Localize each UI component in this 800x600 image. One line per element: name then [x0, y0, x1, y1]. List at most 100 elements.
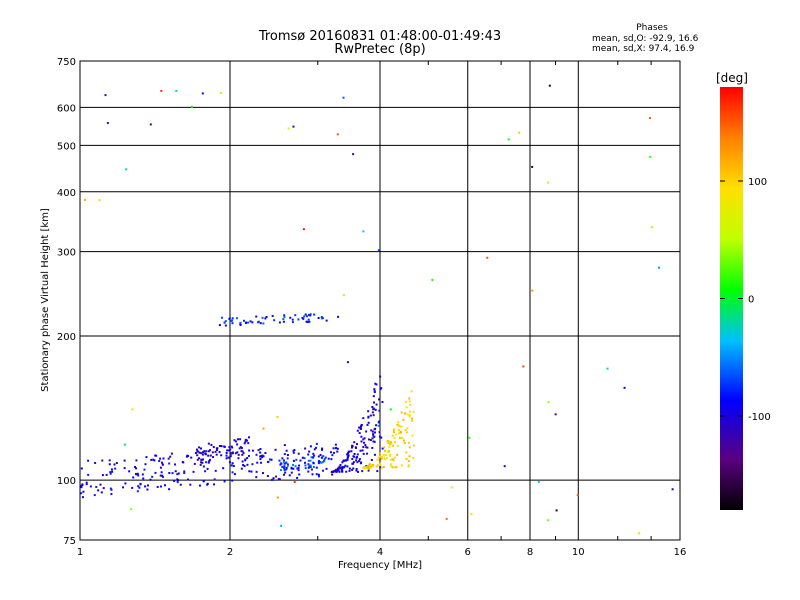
data-point — [238, 447, 241, 450]
data-point — [279, 469, 282, 472]
data-point — [231, 479, 234, 482]
data-point — [151, 475, 154, 478]
data-point — [397, 423, 400, 426]
data-point — [404, 412, 407, 415]
data-point — [405, 406, 408, 409]
data-point — [256, 321, 259, 324]
data-point — [537, 481, 540, 484]
data-point — [408, 446, 411, 449]
data-point — [239, 446, 242, 449]
data-point — [384, 458, 387, 461]
data-point — [355, 443, 358, 446]
data-point — [137, 485, 140, 488]
data-point — [234, 440, 237, 443]
data-point — [85, 481, 88, 484]
data-point — [367, 421, 370, 424]
colorbar-ticks: 100 0 -100 — [720, 177, 771, 423]
data-point — [379, 375, 382, 378]
data-point — [228, 461, 231, 464]
data-point — [132, 476, 135, 479]
data-point — [396, 444, 399, 447]
data-point — [236, 438, 239, 441]
data-point — [309, 464, 312, 467]
data-point — [362, 446, 365, 449]
data-point — [346, 453, 349, 456]
data-point — [198, 457, 201, 460]
data-point — [391, 458, 394, 461]
data-point — [312, 452, 315, 455]
data-point — [351, 458, 354, 461]
data-point — [144, 485, 147, 488]
data-point — [177, 472, 180, 475]
data-point — [269, 458, 272, 461]
data-point — [307, 318, 310, 321]
data-point — [156, 485, 159, 488]
data-point — [392, 444, 395, 447]
data-point — [374, 382, 377, 385]
data-point — [305, 320, 308, 323]
data-point — [486, 256, 489, 259]
data-point — [270, 458, 273, 461]
data-point — [360, 440, 363, 443]
data-point — [231, 322, 234, 325]
data-point — [576, 493, 579, 496]
data-point — [175, 89, 178, 92]
data-point — [367, 469, 370, 472]
data-point — [241, 450, 244, 453]
data-point — [259, 455, 262, 458]
data-point — [334, 443, 337, 446]
data-point — [370, 465, 373, 468]
data-point — [411, 434, 414, 437]
data-point — [247, 436, 250, 439]
data-point — [547, 181, 550, 184]
data-point — [247, 442, 250, 445]
data-point — [315, 466, 318, 469]
data-point — [80, 492, 83, 495]
data-point — [378, 462, 381, 465]
data-point — [335, 446, 338, 449]
data-point — [193, 462, 196, 465]
data-point — [102, 487, 105, 490]
data-point — [131, 408, 134, 411]
data-point — [282, 466, 285, 469]
data-point — [518, 131, 521, 134]
data-point — [407, 460, 410, 463]
data-point — [283, 316, 286, 319]
data-point — [411, 419, 414, 422]
y-tick-label: 300 — [57, 248, 76, 259]
data-point — [225, 452, 228, 455]
data-point — [200, 461, 203, 464]
data-point — [206, 483, 209, 486]
data-point — [131, 486, 134, 489]
data-point — [339, 464, 342, 467]
data-point — [371, 430, 374, 433]
data-point — [202, 465, 205, 468]
data-point — [154, 471, 157, 474]
data-point — [380, 466, 383, 469]
data-point — [285, 449, 288, 452]
plot-frame — [79, 60, 681, 541]
data-point — [292, 449, 295, 452]
y-tick-label: 400 — [57, 188, 76, 199]
data-point — [383, 446, 386, 449]
data-point — [101, 459, 104, 462]
data-point — [242, 452, 245, 455]
data-point — [333, 470, 336, 473]
data-point — [226, 449, 229, 452]
data-point — [267, 460, 270, 463]
data-point — [332, 451, 335, 454]
data-point — [388, 454, 391, 457]
data-point — [362, 230, 365, 233]
data-point — [313, 313, 316, 316]
data-point — [373, 401, 376, 404]
data-point — [362, 417, 365, 420]
data-point — [149, 123, 152, 126]
data-point — [405, 451, 408, 454]
data-point — [124, 482, 127, 485]
data-point — [225, 454, 228, 457]
data-point — [347, 450, 350, 453]
data-point — [383, 456, 386, 459]
data-point — [450, 486, 453, 489]
data-point — [292, 459, 295, 462]
data-point — [370, 429, 373, 432]
